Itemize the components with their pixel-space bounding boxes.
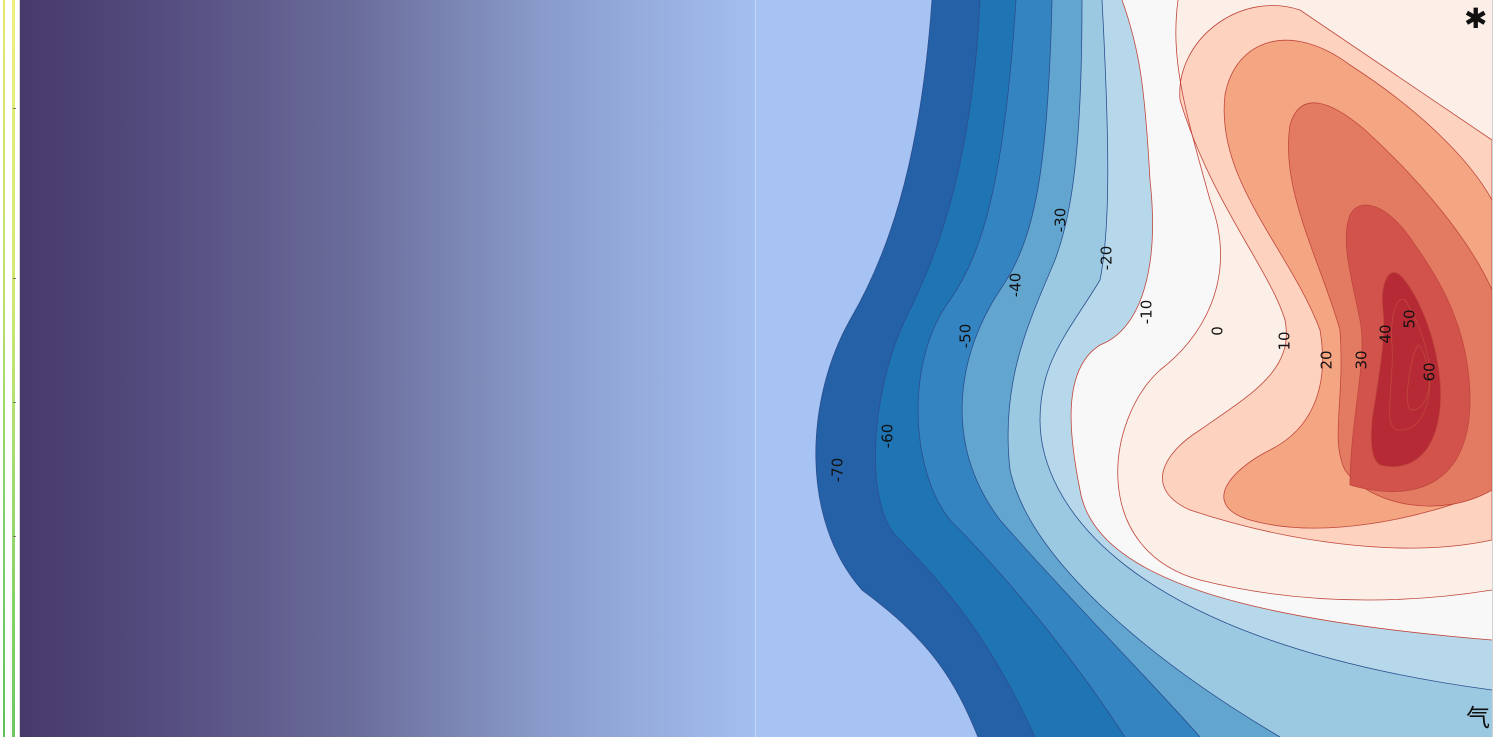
right-edge — [1492, 0, 1497, 737]
contour-lines — [815, 0, 1492, 737]
contour-label: 20 — [1318, 350, 1336, 369]
asterisk-icon: ✱ — [1464, 2, 1488, 35]
contour-line — [1117, 0, 1492, 601]
contour-labels: -70 -60 -50 -40 -30 -20 -10 0 10 20 30 40 50 60 — [829, 208, 1439, 483]
strip-line-a — [3, 0, 5, 737]
contour-label: -40 — [1007, 273, 1025, 298]
gradient-panel — [20, 0, 755, 737]
strip-line-b — [12, 0, 15, 737]
contour-line — [1007, 0, 1281, 737]
contour-line — [917, 0, 1126, 737]
contour-label: 30 — [1353, 350, 1371, 369]
contour-plot: -70 -60 -50 -40 -30 -20 -10 0 10 20 30 40 50 60 — [756, 0, 1492, 737]
panel-divider — [755, 0, 756, 737]
contour-label: -10 — [1138, 300, 1156, 325]
contour-label: 60 — [1421, 362, 1439, 381]
contour-line — [815, 0, 979, 737]
qi-glyph-icon: 气 — [1466, 704, 1490, 732]
contour-line — [875, 0, 1036, 737]
contour-line — [1039, 0, 1492, 691]
strip-tick — [13, 536, 16, 537]
contour-fills — [756, 0, 1492, 737]
contour-label: -50 — [957, 324, 975, 349]
contour-label: 0 — [1209, 326, 1227, 336]
left-color-strip — [0, 0, 20, 737]
contour-label: 40 — [1377, 324, 1395, 343]
strip-tick — [13, 402, 16, 403]
contour-label: -60 — [879, 424, 897, 449]
contour-line — [1070, 0, 1492, 641]
strip-tick — [13, 108, 16, 109]
contour-label: 10 — [1276, 331, 1294, 350]
contour-label: -70 — [829, 458, 847, 483]
contour-label: -30 — [1052, 208, 1070, 233]
contour-label: 50 — [1401, 309, 1419, 328]
contour-label: -20 — [1098, 246, 1116, 271]
contour-fill-region — [1406, 344, 1430, 411]
contour-line — [961, 0, 1201, 737]
strip-tick — [13, 278, 16, 279]
